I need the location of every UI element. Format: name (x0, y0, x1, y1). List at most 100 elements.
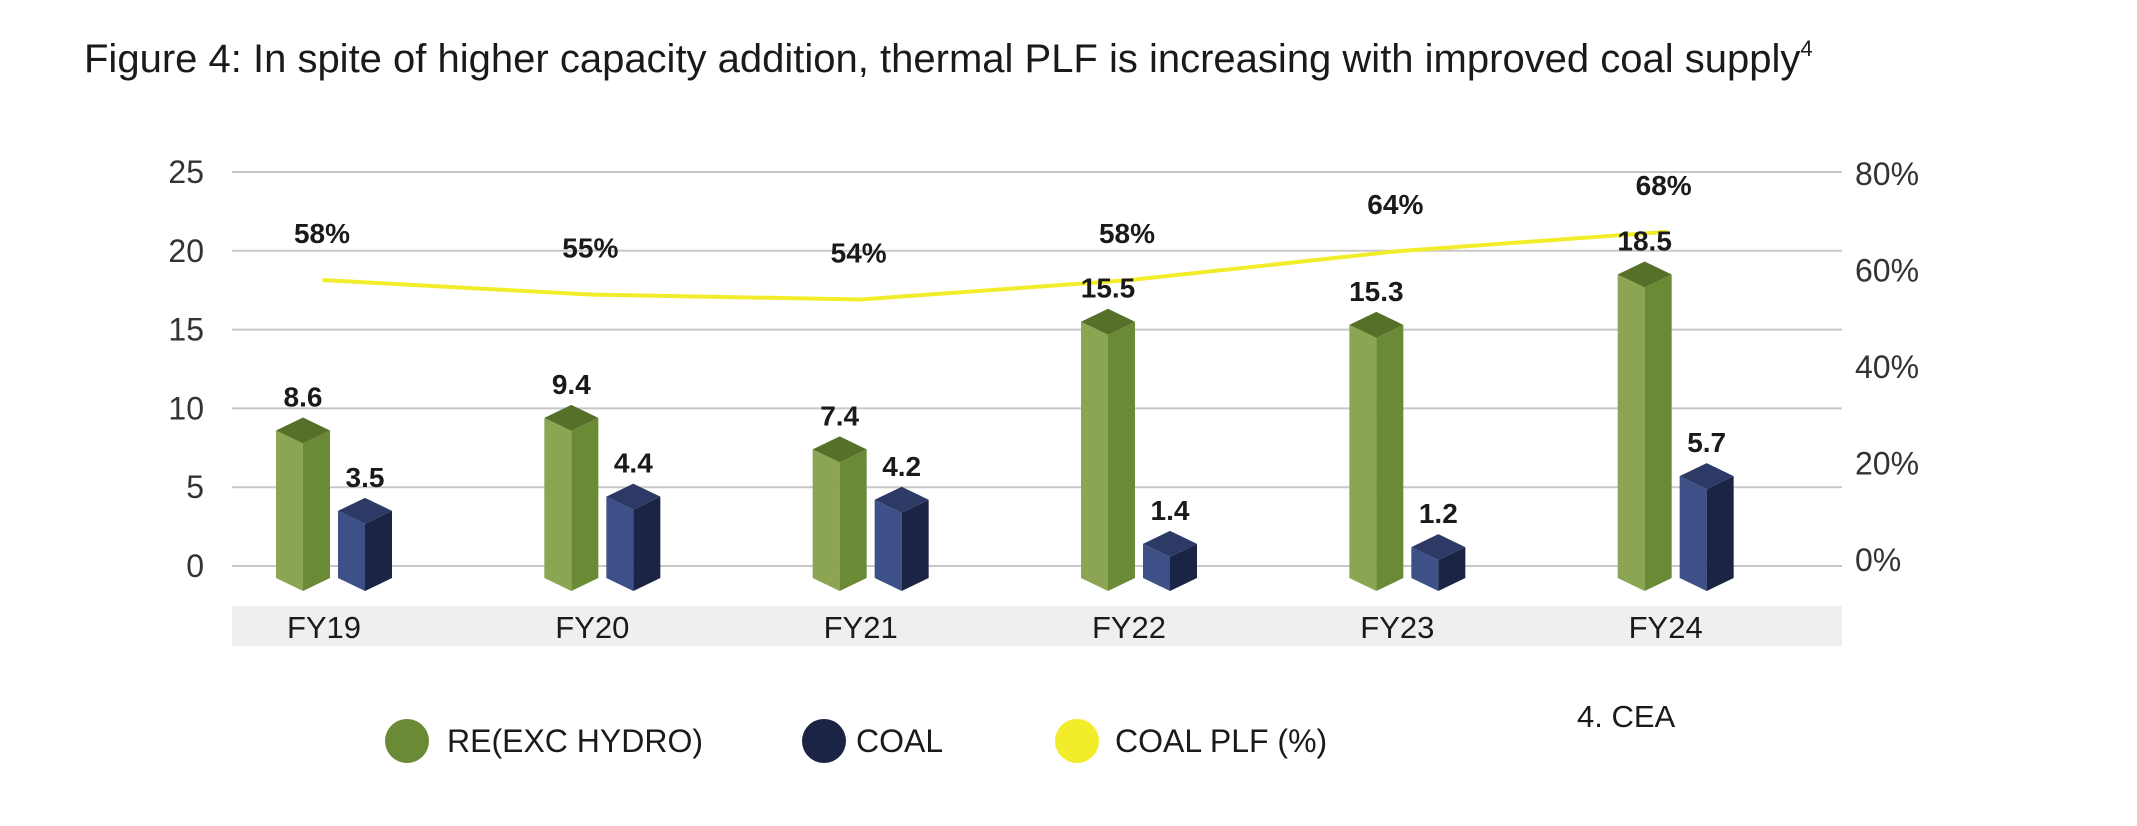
chart-title-main: Figure 4: In spite of higher capacity ad… (84, 37, 1800, 81)
plf-line (323, 229, 1666, 302)
coal-bar-top (1411, 534, 1466, 561)
re-bar (1081, 308, 1135, 591)
re-bar (276, 417, 330, 591)
coal-data-label: 1.4 (1151, 495, 1190, 526)
category-band (232, 606, 1842, 646)
re-bar-side (839, 449, 867, 591)
re-bar-front (1349, 324, 1377, 591)
plf-point (322, 278, 326, 283)
coal-bar-top (606, 483, 661, 510)
plf-point (1663, 229, 1668, 234)
plf-point (858, 297, 863, 302)
chart-title: Figure 4: In spite of higher capacity ad… (84, 36, 1813, 81)
re-bar-front (544, 417, 572, 591)
category-label: FY24 (1629, 610, 1703, 645)
re-bar-side (1644, 274, 1672, 591)
coal-bar-front (1411, 547, 1439, 591)
plf-point (1127, 278, 1131, 283)
re-bar-side (1376, 324, 1404, 591)
plf-data-label: 68% (1636, 170, 1692, 201)
coal-bar (606, 483, 661, 591)
coal-bar-side (1706, 476, 1734, 591)
plf-data-label: 54% (831, 237, 887, 268)
coal-bar-side (1438, 547, 1466, 591)
re-bar-top (276, 417, 330, 444)
re-bar-top (812, 436, 867, 463)
right-axis: 0% 20% 40% 60% 80% (1855, 156, 1919, 578)
re-bar (812, 436, 867, 591)
re-bar-front (276, 430, 303, 591)
re-data-label: 18.5 (1617, 225, 1672, 256)
coal-bar-side (365, 510, 392, 591)
coal-bar-front (874, 499, 902, 591)
plf-data-label: 58% (1099, 218, 1155, 249)
source-note: 4. CEA (1577, 699, 1676, 734)
coal-bar-front (1679, 476, 1707, 591)
coal-bar-side (1170, 543, 1197, 591)
bars (276, 261, 1734, 591)
gridlines (232, 171, 1842, 567)
re-bar-top (1081, 308, 1135, 335)
plf-point (590, 292, 595, 297)
coal-data-label: 1.2 (1419, 498, 1458, 529)
left-tick-label: 10 (168, 390, 204, 426)
legend-swatch-plf (1055, 719, 1099, 763)
coal-bar-top (1143, 530, 1197, 557)
re-bar (1617, 261, 1672, 591)
plf-data-label: 64% (1367, 189, 1423, 220)
legend: RE(EXC HYDRO) COAL COAL PLF (%) (385, 719, 1327, 763)
right-tick-label: 40% (1855, 349, 1919, 385)
coal-bar-side (901, 499, 929, 591)
coal-data-label: 3.5 (346, 462, 385, 493)
coal-bar (874, 486, 929, 591)
chart-title-superscript: 4 (1800, 36, 1812, 61)
legend-swatch-re (385, 719, 429, 763)
re-bar-side (1108, 321, 1135, 591)
coal-bar (1143, 530, 1197, 591)
coal-bar-front (338, 510, 365, 591)
re-bar-side (303, 430, 330, 591)
legend-label-re: RE(EXC HYDRO) (447, 723, 703, 759)
re-data-label: 7.4 (820, 400, 859, 431)
left-tick-label: 5 (186, 469, 204, 505)
category-labels: FY19 FY20 FY21 FY22 FY23 FY24 (287, 610, 1703, 645)
category-label: FY19 (287, 610, 361, 645)
left-tick-label: 0 (186, 548, 204, 584)
re-bar (1349, 311, 1404, 591)
coal-bar-top (338, 497, 392, 524)
category-label: FY21 (824, 610, 898, 645)
left-tick-label: 20 (168, 233, 204, 269)
left-tick-label: 25 (168, 154, 204, 190)
re-bar-side (571, 417, 599, 591)
right-tick-label: 20% (1855, 446, 1919, 482)
plf-data-label: 58% (294, 218, 350, 249)
re-bar-top (544, 404, 599, 431)
re-data-label: 15.5 (1081, 273, 1136, 304)
left-axis: 0 5 10 15 20 25 (168, 154, 204, 584)
legend-label-coal: COAL (856, 723, 943, 759)
re-bar-front (812, 449, 840, 591)
re-bar-top (1617, 261, 1672, 288)
coal-bar (338, 497, 392, 591)
coal-bar-top (874, 486, 929, 513)
plf-line-series (322, 229, 1668, 302)
data-labels: 8.6 3.5 9.4 4.4 7.4 4.2 15.5 1.4 15.3 1.2 18.5 5.7 5… (284, 170, 1727, 529)
right-tick-label: 0% (1855, 542, 1901, 578)
category-label: FY20 (555, 610, 629, 645)
re-bar (544, 404, 599, 591)
plf-data-label: 55% (562, 233, 618, 264)
legend-label-plf: COAL PLF (%) (1115, 723, 1327, 759)
coal-bar-front (1143, 543, 1170, 591)
coal-data-label: 4.4 (614, 448, 653, 479)
coal-data-label: 4.2 (882, 451, 921, 482)
category-label: FY22 (1092, 610, 1166, 645)
re-bar-top (1349, 311, 1404, 338)
coal-data-label: 5.7 (1687, 427, 1726, 458)
coal-bar-front (606, 496, 634, 591)
coal-bar (1679, 463, 1734, 591)
re-bar-front (1081, 321, 1108, 591)
coal-bar (1411, 534, 1466, 591)
left-tick-label: 15 (168, 312, 204, 348)
category-label: FY23 (1360, 610, 1434, 645)
